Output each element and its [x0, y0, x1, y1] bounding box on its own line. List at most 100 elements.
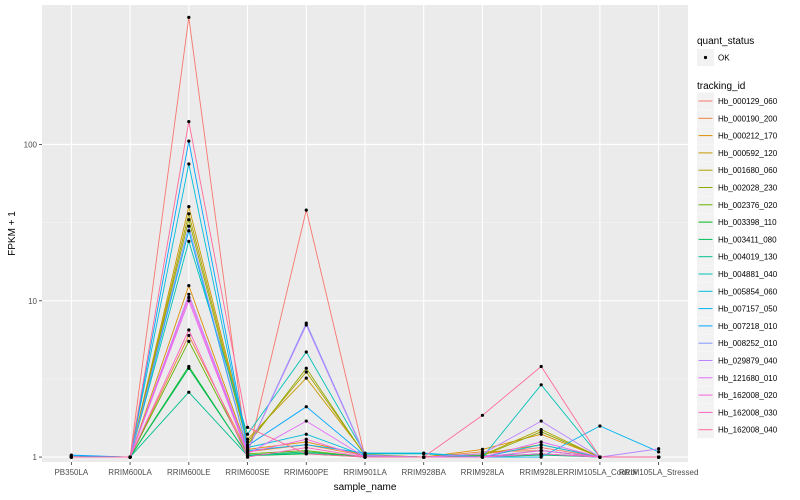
- data-point: [245, 455, 250, 459]
- data-point: [304, 440, 308, 444]
- y-axis-title: FPKM + 1: [7, 211, 18, 256]
- data-point: [480, 413, 485, 417]
- y-tick-label: 1: [33, 453, 38, 462]
- legend-label: Hb_007218_010: [718, 322, 778, 331]
- x-tick-label: RRIM105LA_Control: [563, 468, 637, 477]
- data-point: [598, 424, 602, 428]
- data-point: [539, 432, 543, 436]
- data-point: [187, 366, 191, 370]
- data-point: [69, 455, 73, 459]
- data-point: [245, 440, 250, 444]
- x-tick-label: RRIM928LA: [461, 468, 505, 477]
- legend-tracking-id: tracking_id Hb_000129_060 Hb_000190_200 Hb…: [697, 81, 778, 439]
- x-tick-label: RRIM901LA: [343, 468, 387, 477]
- data-point: [187, 299, 191, 303]
- data-point: [187, 212, 191, 216]
- x-tick-label: PB350LA: [54, 468, 88, 477]
- data-point: [304, 370, 308, 374]
- legend-tracking-id-title: tracking_id: [697, 81, 745, 92]
- data-point: [363, 455, 367, 459]
- legend-label: Hb_007157_050: [718, 305, 778, 314]
- legend-point-key: [703, 55, 708, 60]
- data-point: [187, 239, 191, 243]
- data-point: [539, 364, 543, 369]
- data-point: [187, 15, 191, 19]
- data-point: [539, 427, 543, 432]
- data-point: [539, 440, 543, 444]
- data-point: [304, 432, 308, 436]
- legend-label: Hb_029879_040: [718, 357, 778, 366]
- data-point: [539, 383, 543, 387]
- data-point: [657, 450, 661, 454]
- data-point: [422, 451, 426, 455]
- data-point: [422, 455, 426, 459]
- legend-label: Hb_162008_040: [718, 426, 778, 435]
- y-axis: 1 10 100: [24, 140, 42, 462]
- major-gridlines: [42, 5, 688, 462]
- data-points: [69, 15, 661, 459]
- data-point: [539, 419, 543, 423]
- data-point: [480, 452, 485, 456]
- legend-label: Hb_121680_010: [718, 374, 778, 383]
- legend-label: Hb_005854_060: [718, 287, 778, 296]
- data-point: [187, 284, 191, 288]
- data-point: [304, 443, 308, 447]
- x-tick-label: RRIM600LA: [108, 468, 152, 477]
- legend-label: Hb_003398_110: [718, 218, 777, 227]
- data-point: [187, 218, 191, 222]
- data-point: [304, 405, 308, 409]
- x-tick-label: RRIM928LE: [519, 468, 563, 477]
- data-point: [304, 208, 308, 212]
- data-point: [480, 447, 485, 451]
- data-point: [187, 333, 191, 338]
- data-point: [304, 419, 308, 423]
- data-point: [245, 425, 250, 429]
- legend-label: Hb_162008_030: [718, 408, 778, 417]
- legend-label: Hb_002376_020: [718, 201, 778, 210]
- data-point: [187, 205, 191, 209]
- data-point: [539, 455, 543, 459]
- data-point: [187, 139, 191, 143]
- data-point: [304, 350, 308, 354]
- data-point: [245, 444, 250, 448]
- data-point: [304, 376, 308, 380]
- legend-label: Hb_002028_230: [718, 184, 778, 193]
- legend-label: Hb_000129_060: [718, 97, 778, 106]
- data-point: [245, 450, 250, 455]
- legend-label: Hb_000190_200: [718, 114, 778, 123]
- data-point: [187, 295, 191, 300]
- data-point: [187, 292, 191, 296]
- data-point: [304, 445, 308, 450]
- data-point: [539, 443, 543, 447]
- data-point: [187, 224, 191, 228]
- data-point: [187, 328, 191, 332]
- x-axis: PB350LA RRIM600LA RRIM600LE RRIM600SE RRIM60…: [54, 462, 698, 477]
- data-point: [304, 437, 308, 441]
- legend-label: Hb_000212_170: [718, 132, 778, 141]
- legend-label: Hb_004019_130: [718, 253, 778, 262]
- data-point: [598, 455, 602, 459]
- y-tick-label: 10: [28, 297, 37, 306]
- data-point: [539, 452, 543, 456]
- y-tick-label: 100: [24, 140, 38, 149]
- x-tick-label: RRIM600LE: [167, 468, 211, 477]
- legend-label: Hb_003411_080: [718, 235, 777, 244]
- data-point: [657, 455, 661, 459]
- data-point: [304, 323, 308, 327]
- data-point: [304, 452, 308, 456]
- x-axis-title: sample_name: [334, 482, 397, 493]
- data-point: [539, 449, 543, 453]
- legend-label: OK: [718, 54, 730, 63]
- legend-label: Hb_008252_010: [718, 339, 778, 348]
- data-point: [539, 445, 543, 450]
- data-point: [304, 366, 308, 370]
- data-point: [187, 162, 191, 166]
- data-point: [187, 339, 191, 343]
- x-tick-label: RRIM600PE: [284, 468, 328, 477]
- x-tick-label: RRIM105LA_Stressed: [619, 468, 699, 477]
- data-point: [539, 430, 543, 434]
- data-point: [187, 229, 191, 233]
- data-point: [245, 437, 250, 441]
- legend-quant-status: quant_status OK: [697, 36, 754, 66]
